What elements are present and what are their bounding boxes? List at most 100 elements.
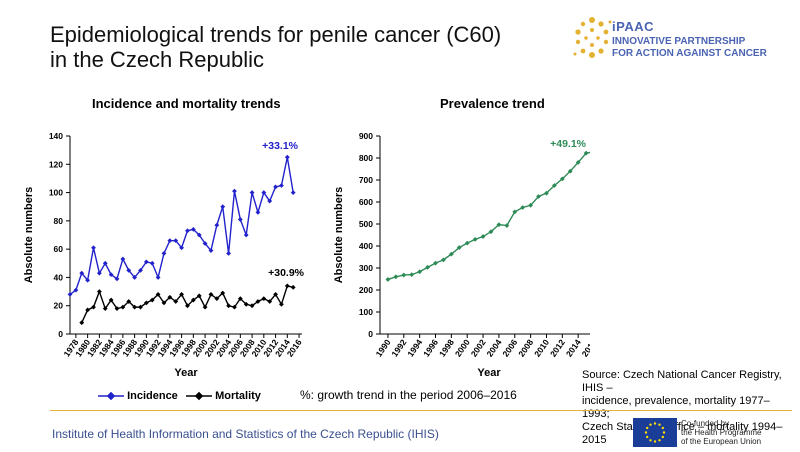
footer-divider [50, 410, 792, 411]
x-axis-label: Year [174, 367, 198, 379]
data-point-prevalence [393, 274, 399, 280]
y-tick-label: 120 [49, 159, 63, 169]
data-point-incidence [196, 232, 202, 238]
x-tick-label: 2002 [469, 337, 488, 358]
data-point-incidence [155, 275, 161, 280]
data-point-prevalence [472, 236, 478, 242]
eu-text-line-1: Co-funded by [681, 419, 730, 428]
prevalence-chart: 0 100 200 300 400 500 600 700 800 900 199019921994… [333, 131, 590, 379]
data-point-mortality [190, 297, 196, 303]
eu-text-line-3: of the European Union [681, 437, 762, 446]
data-point-incidence [161, 250, 167, 256]
x-tick-label: 2012 [548, 337, 567, 358]
data-point-incidence [232, 188, 237, 194]
y-tick-label: 700 [359, 175, 373, 185]
page-title-line-1: Epidemiological trends for penile cancer… [50, 22, 502, 47]
x-tick-label: 2006 [500, 337, 519, 358]
data-point-mortality [202, 304, 208, 310]
source-line-3: Czech Statistical Office – mortality 199… [582, 421, 783, 446]
data-point-prevalence [567, 168, 573, 174]
page-title: Epidemiological trends for penile cancer… [50, 22, 501, 72]
legend-mortality-label: Mortality [215, 390, 261, 402]
y-tick-label: 40 [54, 272, 64, 282]
x-tick-label: 2010 [532, 337, 551, 358]
series-line-prevalence [387, 151, 590, 281]
y-axis-label: Absolute numbers [333, 187, 345, 284]
legend-incidence-label: Incidence [127, 390, 178, 402]
source-line-1: Source: Czech National Cancer Registry, … [582, 369, 782, 394]
y-tick-label: 600 [359, 197, 373, 207]
growth-note: %: growth trend in the period 2006–2016 [300, 388, 517, 402]
logo-dots-icon [573, 17, 612, 58]
y-tick-label: 800 [359, 153, 373, 163]
y-tick-label: 300 [359, 263, 373, 273]
y-axis-label: Absolute numbers [23, 187, 35, 284]
x-tick-label: 2016 [580, 337, 590, 358]
y-tick-label: 0 [368, 329, 373, 339]
data-point-mortality [91, 304, 96, 310]
incidence-mortality-chart: 0204060801001201401978198019821984198619… [23, 131, 305, 379]
x-tick-label: 1994 [405, 337, 424, 358]
page-title-line-2: in the Czech Republic [50, 47, 265, 72]
legend-incidence: Incidence [98, 390, 178, 402]
chart-title-prevalence: Prevalence trend [440, 96, 545, 111]
eu-text-line-2: the Health Programme [681, 428, 762, 437]
data-point-incidence [96, 270, 102, 276]
legend-mortality-marker-icon [186, 391, 212, 401]
data-point-incidence [226, 250, 231, 256]
y-tick-label: 500 [359, 219, 373, 229]
data-point-incidence [185, 228, 190, 234]
legend-mortality: Mortality [186, 390, 261, 402]
data-point-mortality [226, 303, 231, 309]
data-point-mortality [279, 301, 284, 307]
data-point-prevalence [480, 234, 486, 239]
y-tick-label: 140 [49, 131, 63, 141]
data-point-mortality [108, 297, 114, 303]
x-tick-label: 1996 [421, 337, 440, 358]
y-tick-label: 0 [58, 329, 63, 339]
y-tick-label: 100 [49, 188, 63, 198]
data-point-incidence [279, 183, 284, 188]
x-tick-label: 2000 [453, 337, 472, 358]
ipaac-logo: iPAAC INNOVATIVE PARTNERSHIP FOR ACTION … [572, 14, 792, 74]
data-point-mortality [79, 320, 85, 326]
data-point-incidence [220, 204, 226, 210]
growth-annotation-incidence: +33.1% [262, 140, 299, 152]
y-tick-label: 900 [359, 131, 373, 141]
footer-institute: Institute of Health Information and Stat… [52, 427, 439, 441]
y-tick-label: 400 [359, 241, 373, 251]
data-point-mortality [185, 303, 190, 309]
data-point-mortality [96, 289, 102, 294]
data-point-mortality [85, 307, 91, 313]
eu-cofunded-text: Co-funded by the Health Programme of the… [681, 419, 761, 446]
y-tick-label: 80 [54, 216, 64, 226]
data-point-incidence [243, 232, 249, 238]
legend-incidence-marker-icon [98, 391, 124, 401]
x-tick-label: 2008 [516, 337, 535, 358]
data-point-prevalence [456, 245, 462, 250]
growth-annotation-prevalence: +49.1% [550, 138, 587, 150]
x-tick-label: 2004 [485, 337, 504, 358]
data-point-incidence [149, 260, 155, 266]
series-line-incidence [69, 157, 294, 295]
data-point-incidence [79, 270, 85, 276]
eu-flag-icon [633, 418, 677, 447]
logo-tagline-2: FOR ACTION AGAINST CANCER [612, 48, 767, 59]
x-tick-label: 1992 [389, 337, 408, 358]
x-tick-label: 2014 [564, 337, 583, 358]
y-tick-label: 100 [359, 307, 373, 317]
data-point-incidence [273, 184, 278, 190]
x-tick-label: 1998 [437, 337, 456, 358]
chart-title-incidence: Incidence and mortality trends [92, 96, 281, 111]
data-point-mortality [249, 303, 255, 309]
data-point-incidence [255, 209, 261, 215]
y-tick-label: 200 [359, 285, 373, 295]
data-point-incidence [114, 276, 120, 282]
logo-name: iPAAC [612, 19, 654, 34]
data-point-incidence [214, 222, 220, 228]
data-point-prevalence [512, 209, 518, 215]
growth-annotation-mortality: +30.9% [268, 267, 305, 279]
source-line-2: incidence, prevalence, mortality 1977–19… [582, 395, 770, 420]
data-point-prevalence [433, 260, 438, 266]
data-point-prevalence [544, 190, 549, 196]
